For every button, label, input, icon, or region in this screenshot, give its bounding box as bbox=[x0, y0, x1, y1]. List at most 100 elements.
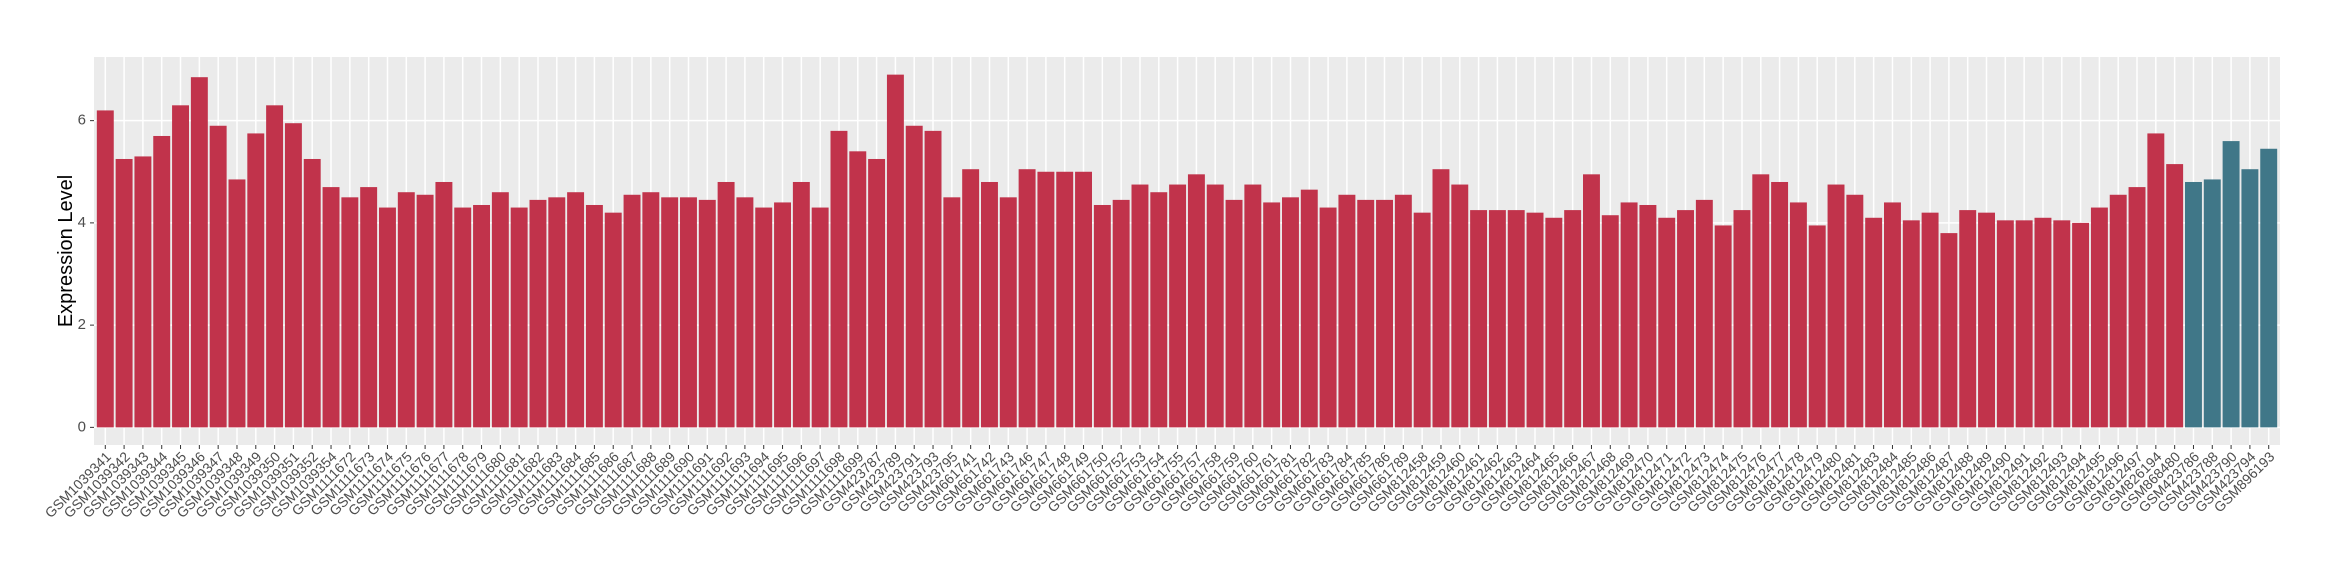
bar bbox=[228, 179, 246, 428]
bar bbox=[2034, 217, 2052, 428]
bar bbox=[435, 181, 453, 428]
bar bbox=[1545, 217, 1563, 428]
bar bbox=[1902, 220, 1920, 428]
bar bbox=[981, 181, 998, 428]
bar bbox=[2166, 164, 2184, 428]
bar bbox=[397, 192, 415, 428]
bar bbox=[1639, 204, 1657, 428]
bar bbox=[661, 197, 679, 428]
bar bbox=[2015, 220, 2033, 428]
bar bbox=[454, 207, 472, 428]
bar bbox=[96, 110, 114, 428]
bar bbox=[2241, 169, 2259, 428]
bar bbox=[585, 204, 603, 428]
bar bbox=[473, 204, 491, 428]
bar bbox=[1620, 202, 1638, 428]
bar bbox=[416, 194, 434, 428]
y-tick-label: 4 bbox=[78, 214, 86, 231]
bar bbox=[623, 194, 641, 428]
bar bbox=[868, 158, 886, 428]
bar bbox=[2128, 187, 2146, 428]
bar bbox=[1752, 174, 1770, 428]
bar bbox=[680, 197, 697, 428]
bar bbox=[510, 207, 528, 428]
bar bbox=[717, 181, 735, 428]
bar bbox=[811, 207, 829, 428]
bar bbox=[1601, 215, 1619, 428]
bar bbox=[1282, 197, 1299, 428]
bar bbox=[284, 123, 302, 428]
bar bbox=[153, 135, 171, 428]
bar bbox=[172, 105, 190, 428]
y-tick-label: 0 bbox=[78, 418, 86, 435]
bar bbox=[1018, 169, 1036, 428]
bar bbox=[2147, 133, 2165, 428]
bar bbox=[736, 197, 754, 428]
bar bbox=[1470, 210, 1488, 428]
bar bbox=[1883, 202, 1901, 428]
bar bbox=[1564, 210, 1582, 428]
bar bbox=[1714, 225, 1732, 428]
bar bbox=[1150, 192, 1168, 428]
bar bbox=[924, 130, 942, 428]
bar bbox=[1865, 217, 1883, 428]
bar bbox=[2260, 148, 2278, 428]
y-axis-label: Expression Level bbox=[55, 175, 77, 327]
bar bbox=[303, 158, 321, 428]
bar bbox=[2053, 220, 2071, 428]
bar bbox=[247, 133, 265, 428]
bar bbox=[548, 197, 566, 428]
bar bbox=[1526, 212, 1544, 428]
bar bbox=[341, 197, 359, 428]
bar bbox=[567, 192, 585, 428]
bar bbox=[1507, 210, 1525, 428]
bar bbox=[2222, 141, 2240, 428]
bar bbox=[529, 199, 547, 428]
bar bbox=[1583, 174, 1600, 428]
bar bbox=[1131, 184, 1149, 428]
bar bbox=[999, 197, 1017, 428]
bar bbox=[1432, 169, 1450, 428]
bar bbox=[698, 199, 716, 428]
bar bbox=[2184, 181, 2202, 428]
bar bbox=[1394, 194, 1412, 428]
bar bbox=[2203, 179, 2221, 428]
bar bbox=[1187, 174, 1205, 428]
bar bbox=[943, 197, 961, 428]
bar bbox=[2072, 222, 2090, 428]
bar bbox=[1376, 199, 1393, 428]
y-tick-label: 2 bbox=[78, 316, 86, 333]
bar bbox=[115, 158, 133, 428]
bar bbox=[1319, 207, 1337, 428]
bar bbox=[755, 207, 773, 428]
bar bbox=[1695, 199, 1713, 428]
bar bbox=[491, 192, 509, 428]
bar bbox=[1677, 210, 1694, 428]
bar bbox=[849, 151, 867, 428]
bar bbox=[604, 212, 622, 428]
bar bbox=[1244, 184, 1262, 428]
bar bbox=[774, 202, 791, 428]
bar bbox=[905, 125, 923, 428]
bar bbox=[190, 77, 208, 428]
bar bbox=[360, 187, 378, 428]
bar bbox=[1263, 202, 1281, 428]
bar bbox=[1996, 220, 2014, 428]
bar bbox=[1112, 199, 1130, 428]
bar bbox=[1959, 210, 1977, 428]
y-tick-label: 6 bbox=[78, 112, 86, 129]
bar bbox=[1921, 212, 1939, 428]
bar bbox=[379, 207, 396, 428]
bar bbox=[1225, 199, 1243, 428]
bar bbox=[1789, 202, 1807, 428]
bar bbox=[1206, 184, 1224, 428]
bar bbox=[134, 156, 152, 428]
bar bbox=[830, 130, 848, 428]
bar bbox=[1413, 212, 1431, 428]
bar bbox=[1978, 212, 1995, 428]
bar bbox=[1658, 217, 1676, 428]
bar bbox=[2109, 194, 2127, 428]
bar bbox=[1169, 184, 1187, 428]
bar bbox=[886, 74, 904, 428]
